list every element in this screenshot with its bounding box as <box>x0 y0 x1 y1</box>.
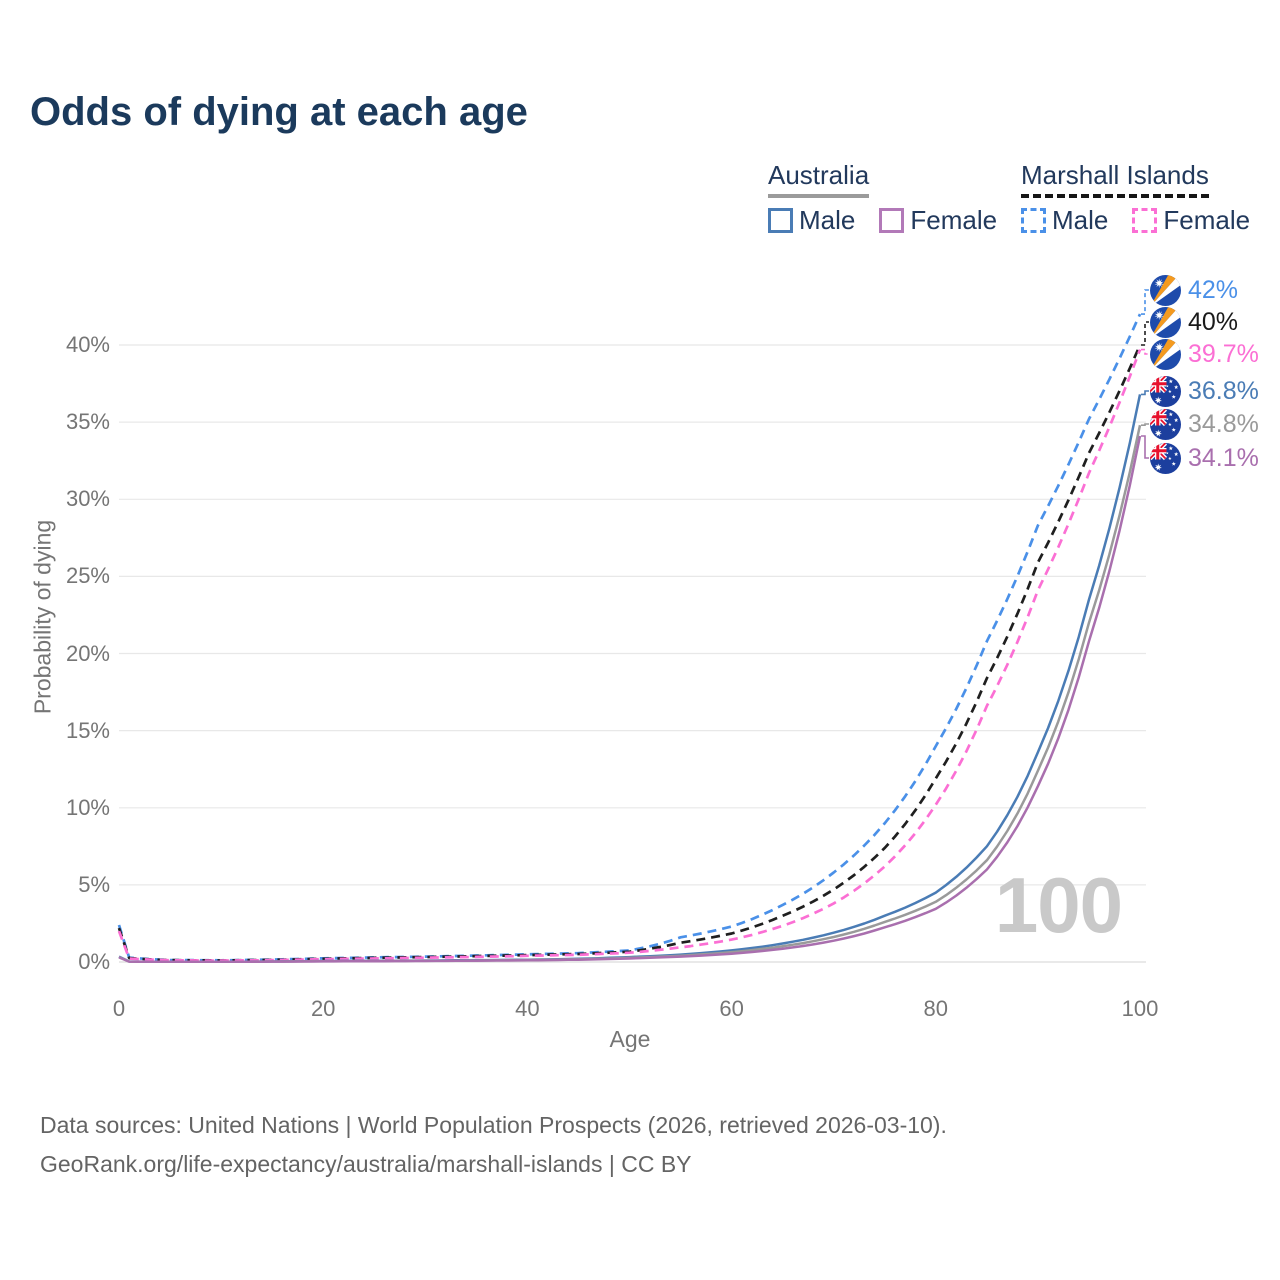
end-label-value-marshall-islands-female: 39.7% <box>1188 339 1259 368</box>
y-tick-label-40pct: 40% <box>65 332 110 357</box>
end-label-marshall-islands-female: 39.7% <box>1150 338 1259 370</box>
y-tick-label-35pct: 35% <box>65 409 110 435</box>
footer: Data sources: United Nations | World Pop… <box>40 1106 947 1184</box>
y-tick-label-20pct: 20% <box>65 640 110 666</box>
y-tick-label-15pct: 15% <box>65 717 110 743</box>
legend-country-australia: Australia <box>768 160 870 198</box>
line-australia-both-sexes <box>118 424 1142 964</box>
marshall-islands-flag-icon <box>1150 306 1181 338</box>
leader-australia-male <box>1141 390 1149 396</box>
australia-flag-icon <box>1150 375 1181 407</box>
legend-item-australia-male[interactable]: Male <box>768 205 855 236</box>
x-tick-label-100: 100 <box>1121 996 1159 1021</box>
marshall-islands-male-swatch-icon <box>1021 208 1046 233</box>
legend-label-marshall-islands-female: Female <box>1163 205 1251 235</box>
y-axis-title: Probability of dying <box>29 519 56 715</box>
legend-item-marshall-islands-female[interactable]: Female <box>1132 205 1250 236</box>
end-label-value-marshall-islands-male: 42% <box>1188 275 1239 304</box>
leader-marshall-islands-male <box>1141 289 1149 315</box>
end-label-australia-female: 34.1% <box>1150 442 1259 474</box>
line-marshall-islands-male <box>117 313 1142 962</box>
end-label-australia-male: 36.8% <box>1150 375 1259 407</box>
end-label-australia-both-sexes: 34.8% <box>1150 408 1259 440</box>
australia-female-swatch-icon <box>879 208 905 233</box>
australia-flag-icon <box>1150 408 1181 440</box>
marshall-islands-female-swatch-icon <box>1132 208 1158 233</box>
plot-area <box>117 289 1149 964</box>
x-tick-label-0: 0 <box>112 996 126 1021</box>
leader-australia-female <box>1141 435 1149 459</box>
end-label-marshall-islands-male: 42% <box>1150 274 1239 306</box>
end-label-value-australia-female: 34.1% <box>1188 443 1259 472</box>
legend-country-marshall-islands: Marshall Islands <box>1021 160 1209 198</box>
y-tick-label-30pct: 30% <box>65 486 110 512</box>
legend-group-marshall-islands: Marshall Islands Male Female <box>1021 160 1274 236</box>
x-tick-label-40: 40 <box>515 996 540 1021</box>
x-tick-label-80: 80 <box>923 996 949 1021</box>
legend-group-australia: Australia Male Female <box>768 160 1021 236</box>
end-label-marshall-islands-both-sexes: 40% <box>1150 306 1239 338</box>
australia-flag-icon <box>1150 442 1181 474</box>
x-tick-label-20: 20 <box>310 996 336 1021</box>
footer-attribution: GeoRank.org/life-expectancy/australia/ma… <box>40 1151 692 1177</box>
end-label-value-australia-male: 36.8% <box>1188 376 1259 405</box>
x-axis-title: Age <box>609 1026 651 1052</box>
y-tick-label-10pct: 10% <box>65 794 110 820</box>
chart-title: Odds of dying at each age <box>30 90 528 134</box>
footer-datasource: Data sources: United Nations | World Pop… <box>40 1112 947 1138</box>
legend-label-australia-male: Male <box>799 205 856 235</box>
australia-male-swatch-icon <box>768 208 793 233</box>
end-label-value-australia-both-sexes: 34.8% <box>1188 409 1259 438</box>
line-australia-female <box>118 435 1142 964</box>
line-marshall-islands-female <box>117 349 1142 962</box>
legend-label-marshall-islands-male: Male <box>1052 205 1109 235</box>
legend-item-marshall-islands-male[interactable]: Male <box>1021 205 1108 236</box>
leader-marshall-islands-both-sexes <box>1141 321 1149 346</box>
y-tick-label-0pct: 0% <box>78 949 110 974</box>
marshall-islands-flag-icon <box>1150 274 1181 306</box>
legend-item-australia-female[interactable]: Female <box>879 205 997 236</box>
y-tick-label-5pct: 5% <box>78 871 110 897</box>
x-tick-label-60: 60 <box>719 996 744 1021</box>
legend-label-australia-female: Female <box>910 205 998 235</box>
watermark-age-100: 100 <box>994 861 1123 949</box>
leader-australia-both-sexes <box>1141 423 1149 426</box>
leader-marshall-islands-female <box>1141 348 1149 355</box>
end-label-value-marshall-islands-both-sexes: 40% <box>1188 307 1239 336</box>
marshall-islands-flag-icon <box>1150 338 1181 370</box>
y-tick-label-25pct: 25% <box>65 563 110 589</box>
